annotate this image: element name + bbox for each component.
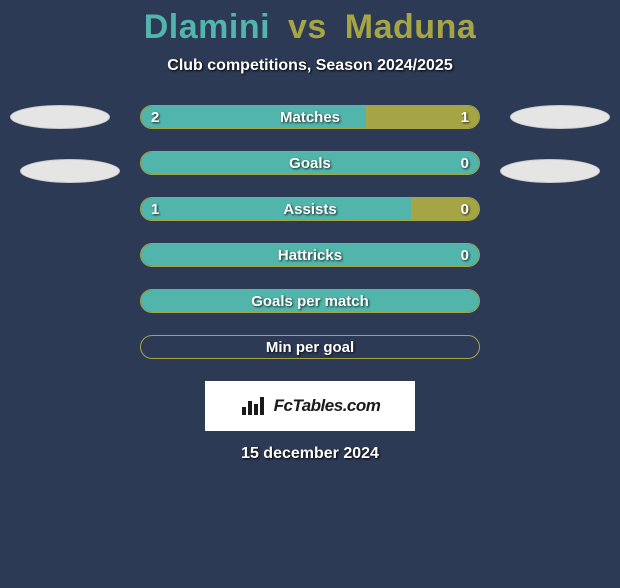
stat-label: Goals [141,152,479,175]
stat-label: Min per goal [141,336,479,359]
player2-name: Maduna [345,8,476,46]
date-text: 15 december 2024 [0,445,620,463]
bars-container: Matches21Goals0Assists10Hattricks0Goals … [140,105,480,359]
player1-name: Dlamini [144,8,270,46]
stat-value-left: 1 [151,198,159,221]
stat-value-right: 0 [461,152,469,175]
comparison-title: Dlamini vs Maduna [0,8,620,47]
stat-row: Matches2 1 [140,105,480,129]
player-oval-left-1 [10,105,110,129]
stat-label: Matches [141,106,479,129]
stat-label: Goals per match [141,290,479,313]
stat-value-left: 2 [151,106,159,129]
logo-box: FcTables.com [205,381,415,431]
player-oval-right-1 [510,105,610,129]
player-oval-right-2 [500,159,600,183]
stat-label: Assists [141,198,479,221]
stat-value-right: 0 [461,244,469,267]
vs-text: vs [288,8,327,46]
logo-text: FcTables.com [274,396,381,416]
stat-row: Goals per match [140,289,480,313]
stat-row: Assists1 0 [140,197,480,221]
stat-row: Hattricks0 [140,243,480,267]
stat-row: Goals0 [140,151,480,175]
player-oval-left-2 [20,159,120,183]
stats-arena: Matches21Goals0Assists10Hattricks0Goals … [0,105,620,359]
stat-label: Hattricks [141,244,479,267]
stat-value-right: 0 [461,198,469,221]
stat-row: Min per goal [140,335,480,359]
stat-value-right: 1 [461,106,469,129]
logo-chart-icon [240,395,268,417]
subtitle: Club competitions, Season 2024/2025 [0,57,620,75]
